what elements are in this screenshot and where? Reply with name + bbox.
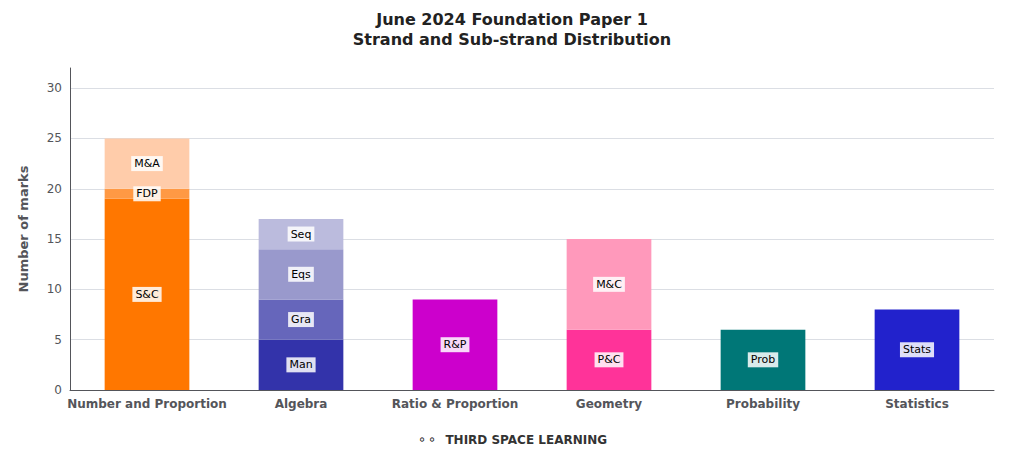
svg-text:Algebra: Algebra <box>275 397 328 411</box>
svg-text:Number and Proportion: Number and Proportion <box>67 397 227 411</box>
svg-text:Eqs: Eqs <box>291 268 311 281</box>
svg-text:Statistics: Statistics <box>885 397 949 411</box>
svg-text:S&C: S&C <box>135 288 159 301</box>
svg-text:Man: Man <box>289 358 312 371</box>
svg-text:M&A: M&A <box>134 157 160 170</box>
svg-text:0: 0 <box>54 383 62 397</box>
svg-text:Number of marks: Number of marks <box>16 165 31 292</box>
svg-text:Gra: Gra <box>291 313 311 326</box>
svg-text:10: 10 <box>47 282 62 296</box>
svg-text:20: 20 <box>47 182 62 196</box>
svg-text:P&C: P&C <box>598 353 621 366</box>
svg-text:30: 30 <box>47 81 62 95</box>
svg-text:Prob: Prob <box>751 353 775 366</box>
svg-text:Strand and Sub-strand Distribu: Strand and Sub-strand Distribution <box>353 30 671 49</box>
svg-text:June 2024 Foundation Paper 1: June 2024 Foundation Paper 1 <box>375 10 648 29</box>
svg-text:⚬⚬ THIRD SPACE LEARNING: ⚬⚬ THIRD SPACE LEARNING <box>417 433 607 447</box>
svg-text:15: 15 <box>47 232 62 246</box>
svg-text:R&P: R&P <box>444 338 467 351</box>
svg-text:Stats: Stats <box>903 343 931 356</box>
svg-text:Probability: Probability <box>726 397 800 411</box>
svg-text:Seq: Seq <box>291 228 312 241</box>
svg-text:Ratio & Proportion: Ratio & Proportion <box>392 397 519 411</box>
svg-text:M&C: M&C <box>596 278 622 291</box>
svg-text:Geometry: Geometry <box>576 397 643 411</box>
svg-text:25: 25 <box>47 131 62 145</box>
svg-text:FDP: FDP <box>136 187 158 200</box>
svg-text:5: 5 <box>54 333 62 347</box>
